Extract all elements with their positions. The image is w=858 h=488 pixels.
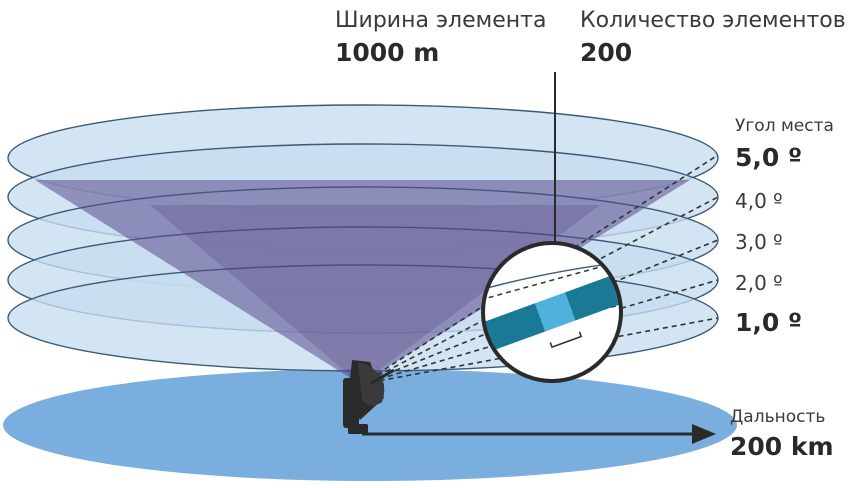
element-width-value: 1000 m (335, 38, 440, 67)
element-count-label: Количество элементов (580, 8, 846, 33)
radar-icon (343, 360, 395, 434)
elevation-angle-1: 1,0 º (735, 308, 803, 337)
range-arrow (362, 424, 716, 444)
elevation-angle-4: 4,0 º (735, 189, 783, 213)
beam-cone-inner (150, 205, 600, 384)
range-cell-highlight (534, 292, 576, 332)
elevation-title: Угол места (735, 116, 834, 136)
cell-width-bracket (549, 331, 583, 349)
beam-cone (35, 180, 690, 384)
element-width-label: Ширина элемента (335, 8, 547, 33)
range-value: 200 km (730, 432, 834, 461)
elevation-angle-3: 3,0 º (735, 230, 783, 254)
range-label: Дальность (730, 407, 826, 427)
elevation-angle-2: 2,0 º (735, 271, 783, 295)
element-count-value: 200 (580, 38, 633, 67)
elevation-angle-5: 5,0 º (735, 143, 803, 172)
magnifier-lens (481, 241, 623, 383)
